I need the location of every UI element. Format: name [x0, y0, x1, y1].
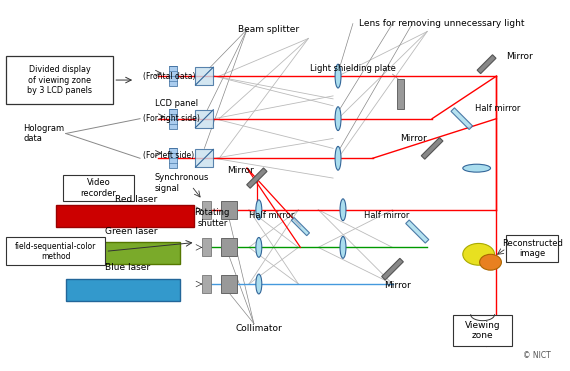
Bar: [169, 109, 177, 129]
Text: Synchronous
signal: Synchronous signal: [155, 173, 209, 193]
Text: Red laser: Red laser: [115, 196, 157, 204]
Polygon shape: [421, 138, 443, 159]
Bar: [169, 66, 177, 86]
Text: field-sequential-color
method: field-sequential-color method: [15, 242, 96, 261]
Bar: [66, 242, 180, 264]
Bar: [6, 237, 105, 265]
Bar: [202, 201, 211, 219]
Polygon shape: [451, 108, 473, 129]
Polygon shape: [291, 217, 310, 236]
Text: Light shielding plate: Light shielding plate: [310, 64, 396, 73]
Ellipse shape: [335, 147, 341, 170]
Polygon shape: [382, 258, 404, 280]
Bar: [221, 275, 237, 293]
Text: Rotating
shutter: Rotating shutter: [194, 208, 230, 227]
Bar: [196, 110, 213, 128]
Ellipse shape: [340, 199, 346, 221]
Text: Green laser: Green laser: [105, 227, 158, 236]
Text: Viewing
zone: Viewing zone: [465, 321, 500, 340]
Bar: [56, 205, 194, 227]
Text: Mirror: Mirror: [506, 52, 533, 61]
Ellipse shape: [256, 274, 262, 294]
Bar: [397, 79, 404, 109]
Ellipse shape: [335, 64, 341, 88]
Ellipse shape: [340, 236, 346, 258]
Ellipse shape: [463, 164, 491, 172]
Text: LCD panel: LCD panel: [155, 99, 198, 108]
Text: Mirror: Mirror: [400, 134, 427, 143]
Text: Hologram
data: Hologram data: [23, 124, 64, 143]
Text: Half mirror: Half mirror: [475, 104, 520, 113]
Bar: [453, 315, 512, 347]
Bar: [202, 275, 211, 293]
Bar: [221, 201, 237, 219]
Text: (Frontal data): (Frontal data): [143, 72, 196, 81]
Text: © NICT: © NICT: [523, 351, 551, 360]
Bar: [221, 239, 237, 256]
Bar: [66, 279, 180, 301]
Text: Reconstructed
image: Reconstructed image: [502, 239, 563, 258]
Polygon shape: [247, 168, 267, 188]
Text: Half mirror: Half mirror: [249, 211, 294, 220]
Bar: [6, 56, 113, 104]
Text: Blue laser: Blue laser: [105, 263, 150, 272]
Ellipse shape: [256, 200, 262, 220]
Bar: [202, 239, 211, 256]
Ellipse shape: [335, 107, 341, 131]
Text: Divided display
of viewing zone
by 3 LCD panels: Divided display of viewing zone by 3 LCD…: [27, 65, 92, 95]
Text: Mirror: Mirror: [384, 281, 411, 290]
Ellipse shape: [463, 243, 495, 265]
Ellipse shape: [479, 254, 502, 270]
Text: Video
recorder: Video recorder: [80, 178, 116, 198]
Text: Half mirror: Half mirror: [364, 211, 409, 220]
Text: (For left side): (For left side): [143, 151, 194, 160]
Bar: [196, 150, 213, 167]
Bar: [169, 148, 177, 168]
Text: Lens for removing unnecessary light: Lens for removing unnecessary light: [359, 19, 525, 28]
Bar: [63, 175, 134, 201]
Text: Collimator: Collimator: [235, 324, 282, 333]
Text: (For right side): (For right side): [143, 114, 200, 123]
Polygon shape: [477, 55, 496, 74]
Text: Beam splitter: Beam splitter: [238, 25, 299, 34]
Ellipse shape: [256, 237, 262, 257]
Polygon shape: [406, 220, 429, 243]
Bar: [196, 67, 213, 85]
Bar: [506, 234, 558, 262]
Text: Mirror: Mirror: [227, 166, 254, 175]
